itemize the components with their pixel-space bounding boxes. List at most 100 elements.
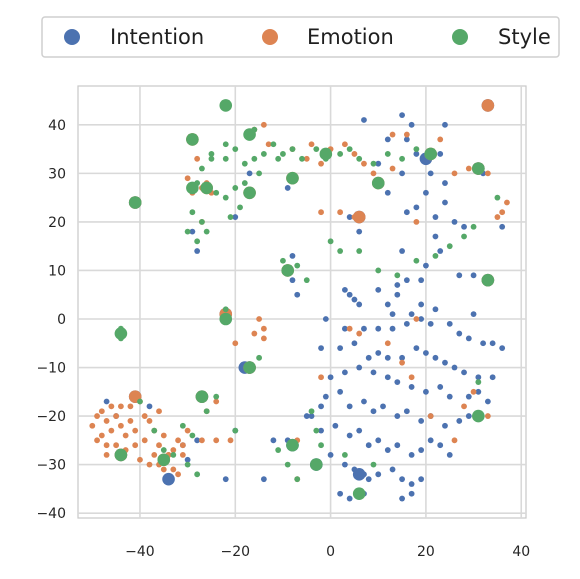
data-point-intention <box>408 481 415 487</box>
data-point-intention <box>327 451 334 458</box>
data-point-intention <box>442 359 448 366</box>
data-point-intention <box>356 364 363 371</box>
data-point-emotion <box>127 418 134 424</box>
data-point-emotion <box>303 155 310 162</box>
data-point-intention <box>346 495 353 502</box>
data-point-style <box>303 277 310 284</box>
data-point-intention <box>499 345 506 352</box>
data-point-style <box>327 238 334 245</box>
data-point-intention <box>194 248 201 254</box>
data-point-intention <box>356 228 363 235</box>
data-point-emotion <box>318 209 324 216</box>
data-point-intention <box>432 354 439 361</box>
y-tick-label: 0 <box>57 312 66 328</box>
data-point-intention <box>194 437 201 444</box>
data-point-emotion <box>389 165 396 172</box>
legend-marker-intention <box>64 29 80 45</box>
data-point-style <box>375 267 382 274</box>
data-point-emotion <box>127 403 134 410</box>
data-point-style <box>227 214 234 220</box>
data-point-intention <box>499 223 506 230</box>
data-point-emotion <box>346 325 353 332</box>
data-point-style <box>370 461 377 468</box>
data-point-emotion <box>260 121 267 128</box>
data-point-emotion <box>184 175 191 182</box>
data-point-intention <box>327 374 334 381</box>
data-point-style <box>284 461 291 468</box>
cluster-point-style <box>309 458 323 471</box>
data-point-intention <box>346 214 353 220</box>
data-point-emotion <box>113 442 120 449</box>
data-point-intention <box>456 272 463 279</box>
data-point-emotion <box>408 374 415 381</box>
data-point-style <box>313 427 320 434</box>
data-point-intention <box>232 214 239 220</box>
data-point-intention <box>484 398 491 405</box>
data-point-emotion <box>117 422 124 429</box>
cluster-point-style <box>219 99 233 112</box>
data-point-emotion <box>351 151 358 157</box>
data-point-intention <box>423 388 429 395</box>
data-point-intention <box>399 495 405 502</box>
data-point-style <box>256 354 263 361</box>
data-point-style <box>194 471 201 478</box>
data-point-intention <box>337 490 344 497</box>
data-point-intention <box>384 374 391 381</box>
data-point-intention <box>375 325 382 332</box>
data-point-intention <box>356 301 363 308</box>
data-point-intention <box>403 209 410 216</box>
data-point-emotion <box>160 466 167 473</box>
data-point-intention <box>389 466 396 473</box>
data-point-style <box>275 447 282 453</box>
cluster-point-emotion <box>352 210 366 224</box>
data-point-intention <box>470 311 477 318</box>
data-point-style <box>189 209 196 216</box>
legend-marker-emotion <box>262 29 278 45</box>
data-point-style <box>237 204 243 211</box>
data-point-style <box>370 160 377 167</box>
data-point-style <box>399 155 405 162</box>
cluster-point-style <box>114 448 128 462</box>
data-point-intention <box>427 170 434 177</box>
data-point-emotion <box>175 471 181 478</box>
tick-labels: −40 −20 0 20 40 −40 −30 −20 −10 0 10 20 30 40 <box>36 118 530 560</box>
cluster-point-intention <box>162 472 175 486</box>
y-tick-label: 10 <box>48 263 66 279</box>
data-point-intention <box>475 374 482 381</box>
data-point-style <box>160 447 167 453</box>
data-point-style <box>294 476 301 483</box>
data-point-intention <box>289 277 296 284</box>
data-point-intention <box>408 121 415 128</box>
data-point-intention <box>489 340 496 347</box>
data-point-emotion <box>103 442 110 449</box>
data-point-intention <box>470 272 477 279</box>
y-tick-label: 30 <box>48 166 66 182</box>
y-tick-label: −40 <box>36 506 66 522</box>
data-point-intention <box>437 442 444 449</box>
data-point-style <box>208 155 215 162</box>
data-point-intention <box>308 413 315 419</box>
data-point-style <box>184 228 191 235</box>
data-point-intention <box>365 354 372 361</box>
data-point-style <box>241 180 248 186</box>
data-point-intention <box>294 291 301 298</box>
legend: Intention Emotion Style <box>41 16 560 58</box>
data-point-style <box>222 155 229 162</box>
data-point-emotion <box>318 374 324 381</box>
data-point-emotion <box>94 437 100 444</box>
data-point-style <box>337 248 344 254</box>
data-point-intention <box>408 384 415 390</box>
data-point-intention <box>442 199 448 206</box>
data-point-emotion <box>370 170 377 177</box>
data-point-intention <box>332 422 339 429</box>
data-point-intention <box>432 233 439 240</box>
data-point-emotion <box>494 214 501 220</box>
series-style <box>114 99 501 501</box>
data-point-intention <box>384 354 391 361</box>
data-point-style <box>203 228 210 235</box>
data-point-intention <box>399 248 405 254</box>
cluster-point-style <box>157 453 171 467</box>
data-point-intention <box>394 442 401 449</box>
cluster-point-style <box>186 133 199 146</box>
data-point-emotion <box>461 403 467 410</box>
